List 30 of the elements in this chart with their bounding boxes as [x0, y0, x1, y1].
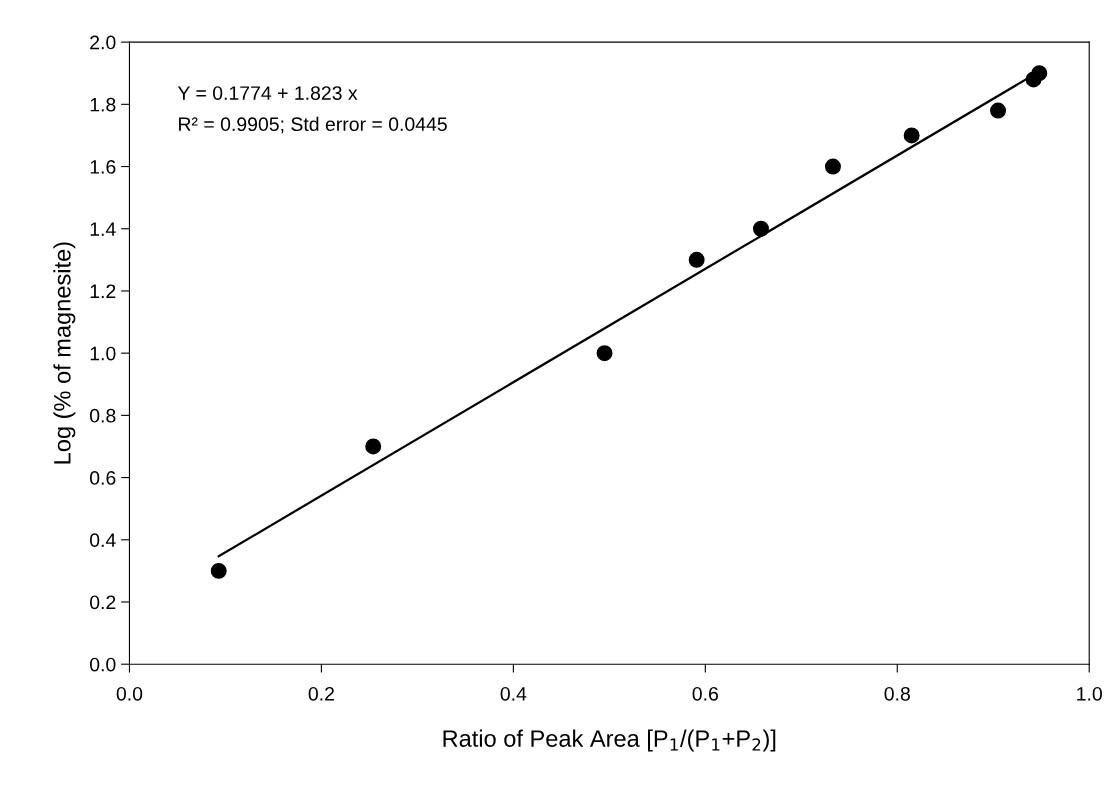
x-tick-label: 0.4: [500, 686, 527, 701]
y-tick-label: 2.0: [90, 35, 116, 50]
x-tick-label: 0.8: [884, 686, 910, 701]
y-tick-label: 1.6: [90, 160, 116, 174]
point: [688, 251, 705, 268]
y-axis-title: Log (% of magnesite): [53, 242, 76, 464]
y-tick-label: 1.8: [90, 97, 116, 112]
point: [990, 102, 1007, 119]
annotation: R² = 0.9905; Std error = 0.0445: [179, 116, 447, 134]
y-tick-label: 0.4: [89, 533, 116, 548]
point: [210, 562, 227, 579]
annotation: Y = 0.1774 + 1.823 x: [177, 86, 358, 100]
x-tick-label: 1.0: [1077, 686, 1102, 701]
y-tick-label: 1.0: [90, 346, 116, 361]
y-tick-label: 0.0: [89, 657, 116, 672]
y-tick-label: 0.8: [89, 408, 116, 423]
y-tick-label: 0.2: [89, 595, 116, 610]
x-tick-label: 0.6: [692, 686, 718, 701]
point: [365, 438, 382, 455]
point: [752, 220, 769, 237]
point: [824, 158, 841, 175]
point: [596, 345, 613, 362]
x-tick-label: 0.0: [116, 686, 143, 701]
x-tick-label: 0.2: [308, 686, 334, 701]
x-axis-title: Ratio of Peak Area [P$_{1}$/(P$_{1}$+P$_{2}$)]: [443, 729, 776, 752]
y-tick-label: 1.4: [90, 222, 116, 236]
y-tick-label: 1.2: [90, 284, 116, 298]
point: [903, 127, 920, 144]
point: [1031, 65, 1048, 82]
y-tick-label: 0.6: [89, 471, 116, 485]
